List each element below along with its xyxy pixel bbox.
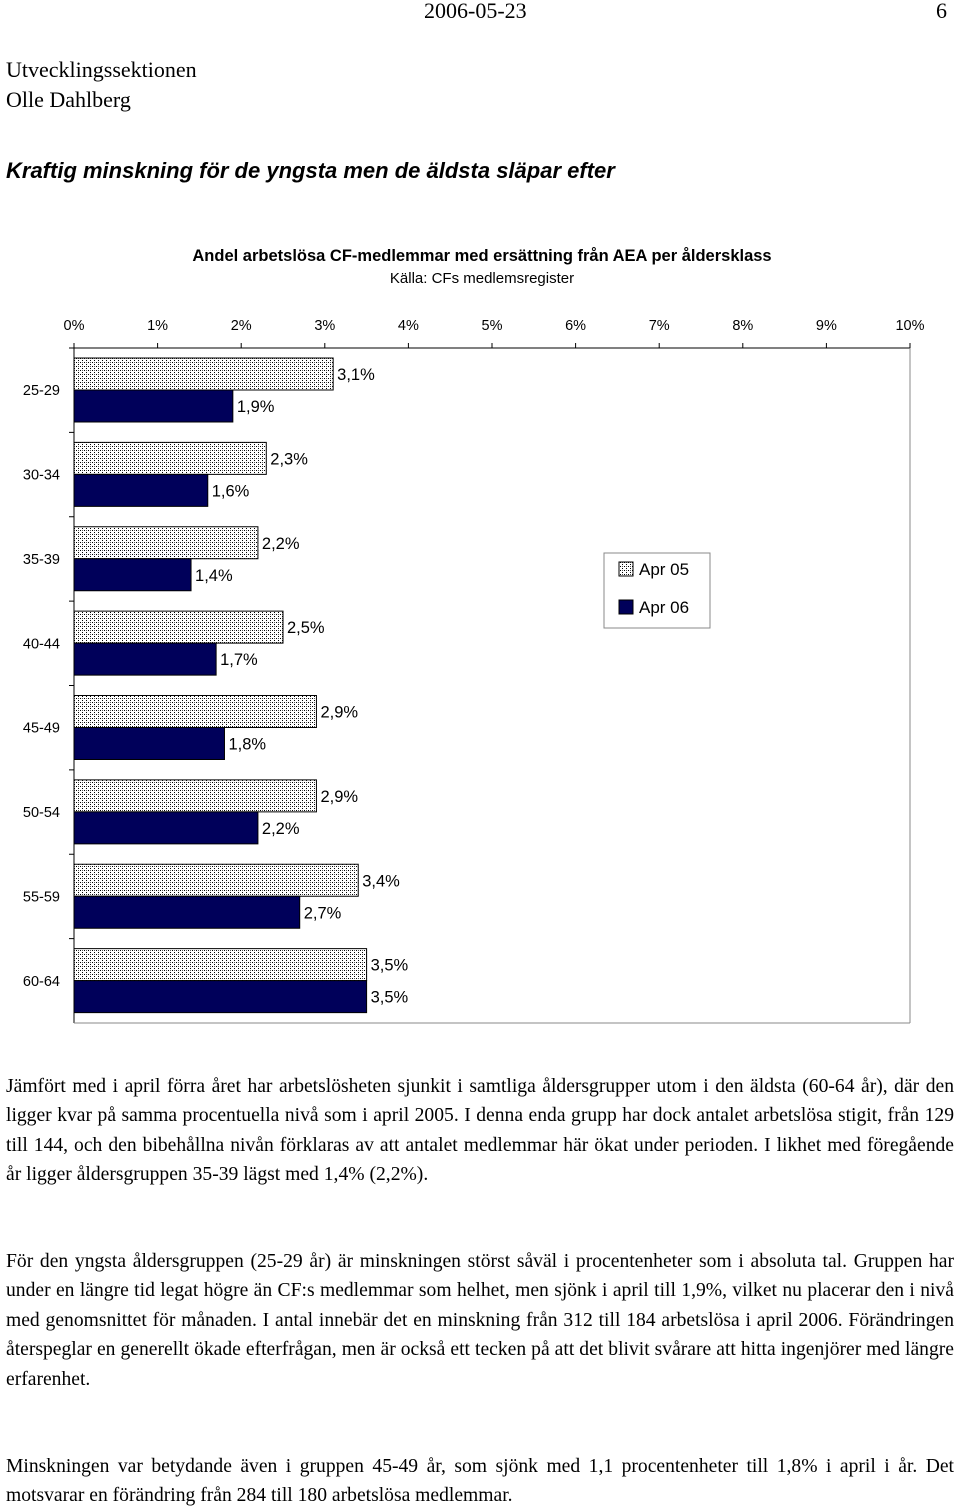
data-label: 3,4% — [362, 872, 400, 890]
x-tick-label: 4% — [398, 318, 419, 334]
data-label: 1,8% — [228, 736, 266, 754]
y-tick-label: 55-59 — [23, 889, 60, 905]
data-label: 1,4% — [195, 567, 233, 585]
y-tick-label: 30-34 — [23, 468, 60, 484]
x-tick-label: 5% — [482, 318, 503, 334]
paragraph-1: Jämfört med i april förra året har arbet… — [6, 1076, 954, 1186]
chart-title: Andel arbetslösa CF-medlemmar med ersätt… — [192, 247, 771, 265]
y-tick-label: 25-29 — [23, 383, 60, 399]
bar-apr-05 — [73, 948, 368, 982]
bar-apr-06 — [73, 473, 209, 507]
x-tick-label: 3% — [314, 318, 335, 334]
data-label: 2,9% — [320, 788, 358, 806]
bar-apr-05 — [73, 441, 267, 475]
data-label: 2,5% — [287, 619, 325, 637]
bar-apr-06 — [73, 980, 368, 1014]
bar-chart: Andel arbetslösa CF-medlemmar med ersätt… — [23, 247, 925, 1024]
bar-apr-06 — [73, 558, 192, 592]
x-tick-label: 7% — [649, 318, 670, 334]
x-tick-label: 6% — [565, 318, 586, 334]
data-label: 2,9% — [320, 704, 358, 722]
data-label: 1,9% — [237, 398, 275, 416]
y-tick-label: 45-49 — [23, 721, 60, 737]
data-label: 2,7% — [304, 904, 342, 922]
data-label: 1,7% — [220, 651, 258, 669]
paragraph-3: Minskningen var betydande även i gruppen… — [6, 1456, 954, 1507]
header-date: 2006-05-23 — [424, 0, 527, 23]
chart-subtitle: Källa: CFs medlemsregister — [390, 270, 574, 287]
paragraph-2: För den yngsta åldersgruppen (25-29 år) … — [6, 1251, 954, 1390]
bar-apr-05 — [73, 526, 259, 560]
x-tick-label: 9% — [816, 318, 837, 334]
org-line-1: Utvecklingssektionen — [6, 57, 197, 82]
bar-apr-05 — [73, 863, 359, 897]
data-label: 2,2% — [262, 820, 300, 838]
data-label: 1,6% — [212, 482, 250, 500]
page-number: 6 — [936, 0, 947, 23]
x-tick-label: 1% — [147, 318, 168, 334]
bar-apr-05 — [73, 695, 317, 728]
data-label: 3,1% — [337, 366, 375, 384]
org-line-2: Olle Dahlberg — [6, 87, 131, 112]
legend-label: Apr 06 — [639, 598, 689, 617]
bar-apr-06 — [73, 642, 217, 676]
y-tick-label: 50-54 — [23, 805, 60, 821]
bar-apr-05 — [73, 610, 284, 644]
legend-swatch — [618, 561, 634, 577]
section-heading: Kraftig minskning för de yngsta men de ä… — [6, 158, 615, 183]
data-label: 3,5% — [371, 989, 409, 1007]
legend-label: Apr 05 — [639, 560, 689, 579]
y-tick-label: 60-64 — [23, 974, 60, 990]
y-tick-label: 40-44 — [23, 636, 60, 652]
bar-apr-06 — [73, 727, 225, 760]
legend-swatch — [618, 599, 634, 615]
bar-apr-05 — [73, 779, 317, 813]
x-tick-label: 0% — [64, 318, 85, 334]
data-label: 3,5% — [371, 957, 409, 975]
y-tick-label: 35-39 — [23, 552, 60, 568]
x-tick-label: 2% — [231, 318, 252, 334]
bar-apr-06 — [73, 389, 234, 423]
x-tick-label: 8% — [732, 318, 753, 334]
bar-apr-05 — [73, 357, 334, 391]
bar-apr-06 — [73, 895, 301, 929]
data-label: 2,2% — [262, 535, 300, 553]
bar-apr-06 — [73, 811, 259, 845]
data-label: 2,3% — [270, 450, 308, 468]
header-organization: Utvecklingssektionen Olle Dahlberg — [6, 55, 197, 115]
x-tick-label: 10% — [895, 318, 924, 334]
